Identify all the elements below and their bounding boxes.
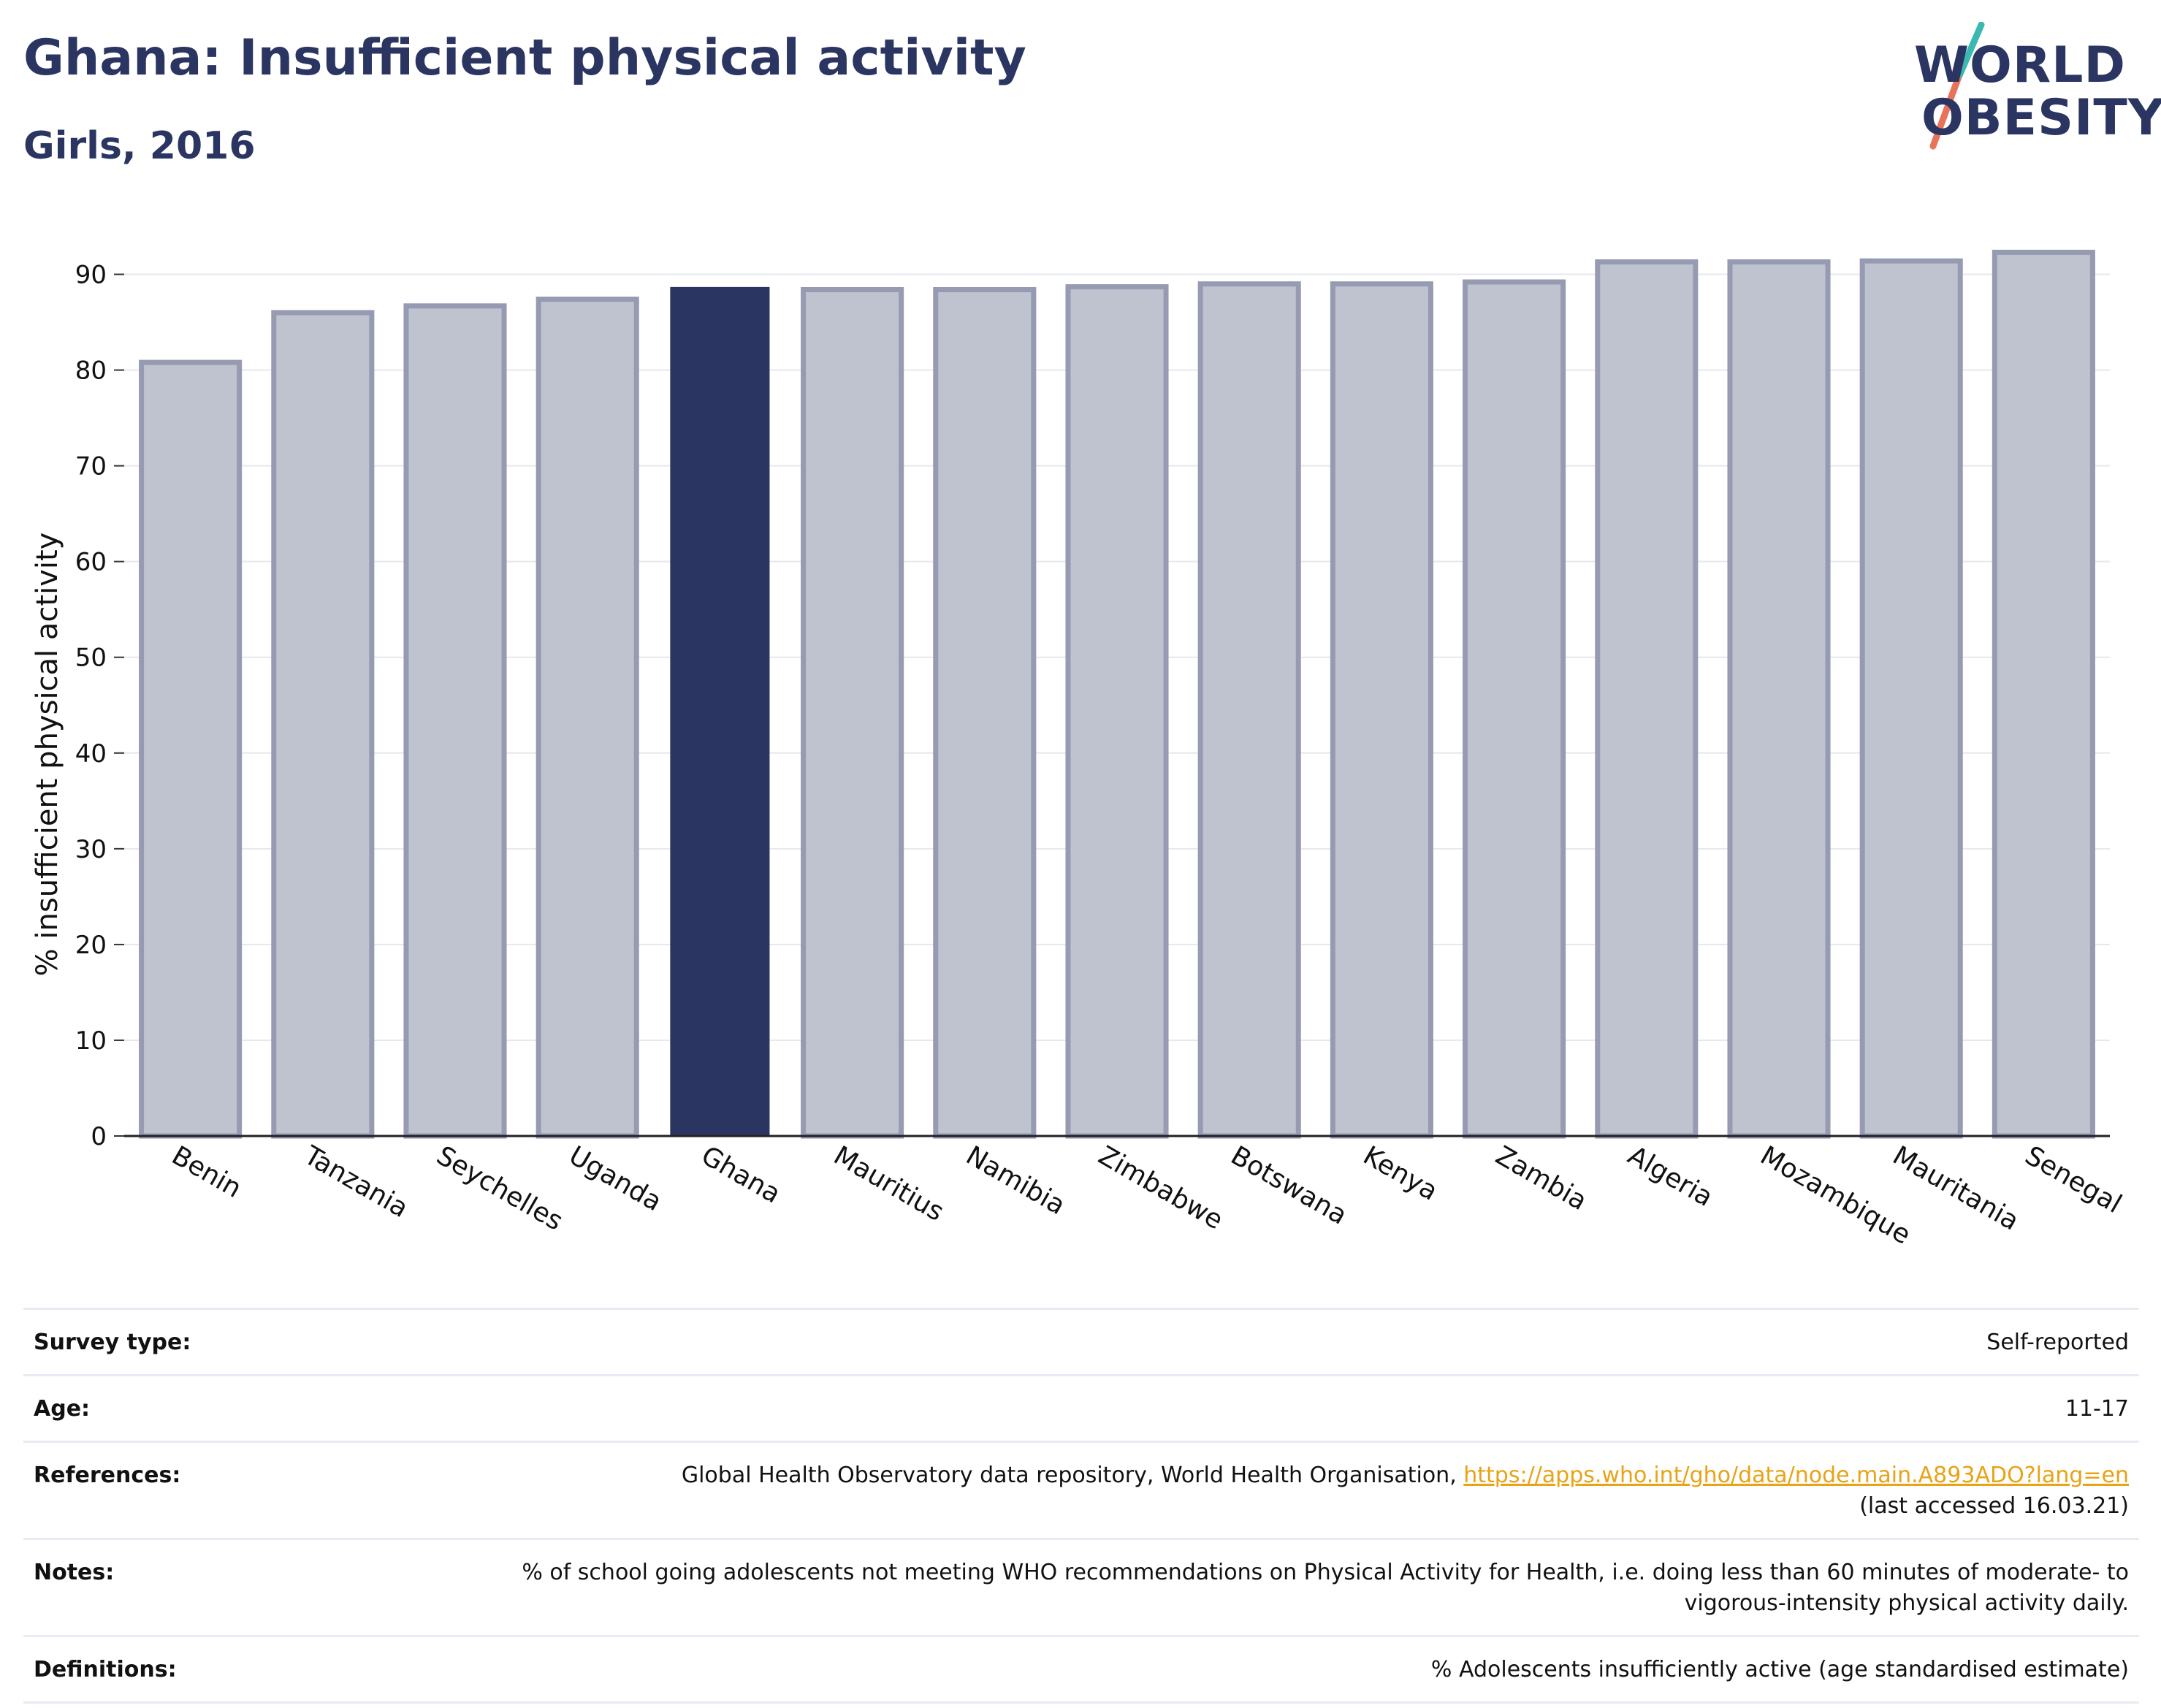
info-table: Survey type: Self-reported Age: 11-17 Re…	[23, 1308, 2139, 1704]
reference-link[interactable]: https://apps.who.int/gho/data/node.main.…	[1463, 1463, 2129, 1488]
reference-accessed: (last accessed 16.03.21)	[1859, 1493, 2129, 1519]
bar-algeria	[1595, 259, 1699, 1139]
bars	[139, 249, 2095, 1139]
y-tick-label: 0	[91, 1122, 107, 1151]
bar-namibia	[933, 286, 1037, 1139]
y-tick-label: 40	[75, 739, 107, 769]
x-tick-label: Seychelles	[432, 1140, 568, 1236]
info-row-age: Age: 11-17	[23, 1374, 2139, 1441]
bar-seychelles	[403, 303, 507, 1139]
x-tick-label: Uganda	[564, 1140, 667, 1217]
y-tick-label: 70	[75, 452, 107, 481]
info-label: Notes:	[34, 1560, 115, 1585]
bar-zimbabwe	[1065, 284, 1169, 1139]
bar-tanzania	[271, 310, 375, 1139]
info-value: % Adolescents insufficiently active (age…	[1430, 1657, 2129, 1682]
bar-senegal	[1992, 249, 2095, 1139]
y-tick-label: 20	[75, 931, 107, 960]
info-row-survey-type: Survey type: Self-reported	[23, 1308, 2139, 1374]
info-row-notes: Notes: % of school going adolescents not…	[23, 1538, 2139, 1635]
bar-mauritania	[1859, 258, 1963, 1139]
y-tick-label: 90	[75, 261, 107, 290]
info-row-references: References: Global Health Observatory da…	[23, 1441, 2139, 1538]
info-value: 11-17	[2065, 1396, 2129, 1422]
bar-uganda	[536, 297, 639, 1139]
x-tick-label: Tanzania	[298, 1140, 413, 1224]
x-tick-label: Benin	[167, 1140, 246, 1204]
x-tick-label: Mauritius	[828, 1140, 949, 1227]
y-tick-label: 10	[75, 1026, 107, 1056]
bar-ghana	[670, 286, 770, 1137]
x-tick-label: Zimbabwe	[1094, 1140, 1228, 1235]
y-tick-label: 60	[75, 548, 107, 577]
bar-kenya	[1330, 281, 1433, 1139]
x-tick-label: Zambia	[1490, 1140, 1592, 1216]
x-tick-label: Namibia	[961, 1140, 1070, 1221]
info-value: Self-reported	[1986, 1330, 2129, 1355]
logo-text-world: WORLD	[1914, 37, 2126, 94]
reference-text: Global Health Observatory data repositor…	[681, 1463, 1464, 1488]
chart-subtitle: Girls, 2016	[23, 124, 256, 168]
bar-zambia	[1463, 279, 1566, 1139]
info-label: Age:	[34, 1396, 91, 1422]
bar-mauritius	[801, 286, 904, 1139]
x-tick-label: Botswana	[1226, 1140, 1352, 1230]
x-tick-label: Ghana	[696, 1140, 785, 1209]
y-axis-label: % insufficient physical activity	[31, 533, 64, 977]
bar-chart: 0 10 20 30 40 50 60 70 80 90 Benin Tanzania Seychell…	[31, 249, 2127, 1251]
info-value-references: Global Health Observatory data repositor…	[682, 1460, 2129, 1522]
chart-title: Ghana: Insufficient physical activity	[23, 29, 1026, 87]
bar-botswana	[1197, 281, 1301, 1139]
logo-slash-icon	[1929, 22, 1985, 150]
x-tick-label: Algeria	[1623, 1140, 1718, 1213]
info-label: References:	[34, 1463, 181, 1488]
info-label: Definitions:	[34, 1657, 177, 1682]
info-row-definitions: Definitions: % Adolescents insufficientl…	[23, 1635, 2139, 1704]
y-tick-label: 50	[75, 644, 107, 673]
info-label: Survey type:	[34, 1330, 191, 1355]
info-value: % of school going adolescents not meetin…	[522, 1560, 2129, 1616]
bar-benin	[139, 359, 243, 1139]
x-tick-label: Kenya	[1358, 1140, 1443, 1207]
x-tick-label: Mozambique	[1756, 1140, 1916, 1250]
y-tick-label: 30	[75, 835, 107, 864]
x-tick-label: Senegal	[2020, 1140, 2127, 1219]
logo-text-obesity: OBESITY	[1921, 89, 2161, 147]
y-tick-label: 80	[75, 357, 107, 386]
world-obesity-logo: WORLD OBESITY	[1907, 22, 2161, 153]
bar-mozambique	[1727, 259, 1831, 1139]
